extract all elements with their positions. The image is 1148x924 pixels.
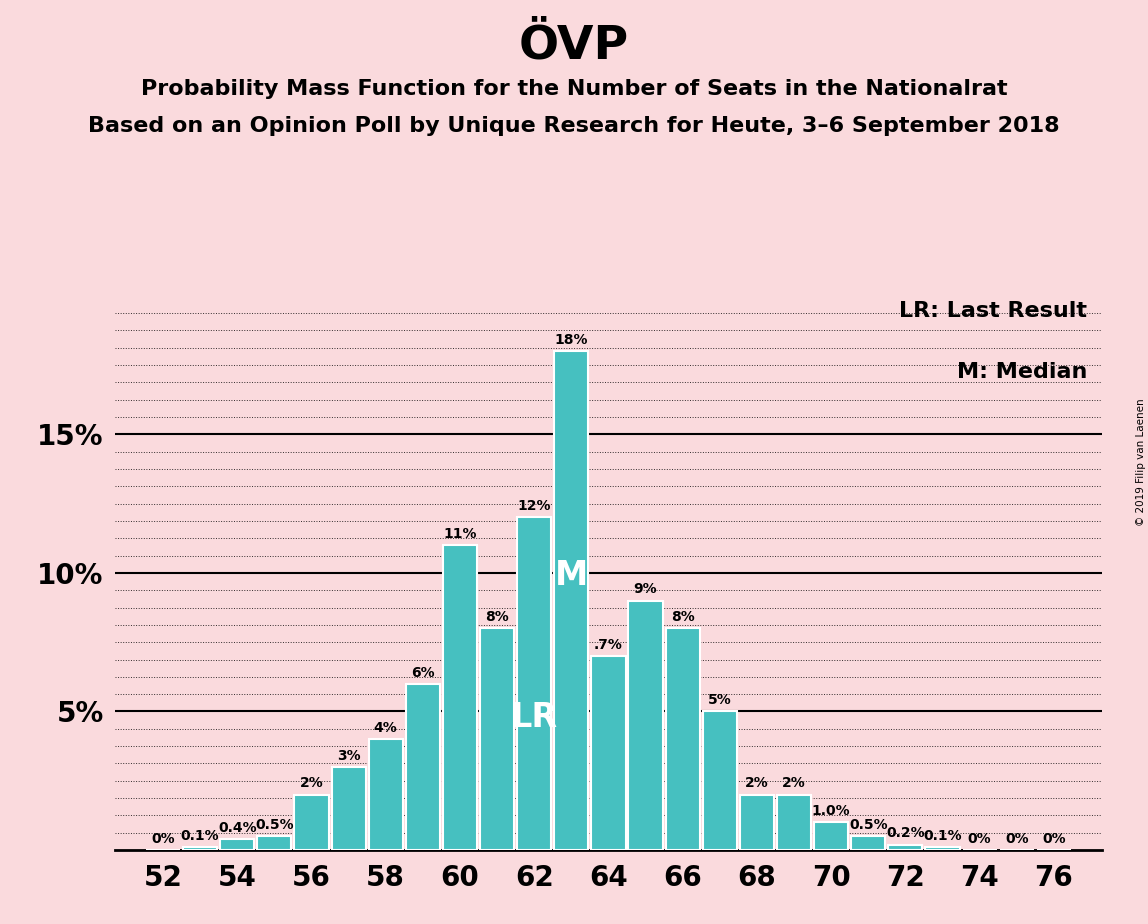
Bar bbox=[554, 351, 589, 850]
Text: 5%: 5% bbox=[708, 693, 731, 708]
Bar bbox=[703, 711, 737, 850]
Bar bbox=[628, 601, 662, 850]
Bar bbox=[480, 628, 514, 850]
Bar bbox=[257, 836, 292, 850]
Text: LR: Last Result: LR: Last Result bbox=[899, 301, 1087, 322]
Bar bbox=[443, 545, 478, 850]
Text: 8%: 8% bbox=[486, 610, 509, 625]
Text: 6%: 6% bbox=[411, 665, 435, 680]
Text: 0%: 0% bbox=[152, 832, 174, 846]
Bar bbox=[220, 839, 255, 850]
Text: 0.1%: 0.1% bbox=[181, 829, 219, 843]
Text: Based on an Opinion Poll by Unique Research for Heute, 3–6 September 2018: Based on an Opinion Poll by Unique Resea… bbox=[88, 116, 1060, 136]
Text: 11%: 11% bbox=[443, 527, 476, 541]
Text: 2%: 2% bbox=[782, 776, 806, 791]
Bar bbox=[183, 847, 217, 850]
Text: © 2019 Filip van Laenen: © 2019 Filip van Laenen bbox=[1135, 398, 1146, 526]
Bar bbox=[851, 836, 885, 850]
Text: 12%: 12% bbox=[518, 499, 551, 514]
Text: 0.2%: 0.2% bbox=[886, 826, 924, 841]
Text: 4%: 4% bbox=[374, 721, 397, 736]
Text: 0.5%: 0.5% bbox=[255, 818, 294, 832]
Text: 18%: 18% bbox=[554, 333, 588, 347]
Bar bbox=[814, 822, 848, 850]
Text: 0%: 0% bbox=[1042, 832, 1065, 846]
Text: 8%: 8% bbox=[670, 610, 695, 625]
Bar bbox=[739, 795, 774, 850]
Bar bbox=[925, 847, 960, 850]
Text: 0%: 0% bbox=[968, 832, 992, 846]
Text: Probability Mass Function for the Number of Seats in the Nationalrat: Probability Mass Function for the Number… bbox=[141, 79, 1007, 99]
Bar bbox=[369, 739, 403, 850]
Text: 0.4%: 0.4% bbox=[218, 821, 257, 835]
Bar bbox=[405, 684, 440, 850]
Text: 9%: 9% bbox=[634, 582, 658, 597]
Text: 0%: 0% bbox=[1004, 832, 1029, 846]
Bar bbox=[889, 845, 923, 850]
Text: 3%: 3% bbox=[336, 748, 360, 763]
Text: M: Median: M: Median bbox=[957, 362, 1087, 383]
Text: M: M bbox=[554, 559, 588, 592]
Bar bbox=[591, 656, 626, 850]
Text: 2%: 2% bbox=[745, 776, 769, 791]
Text: 1.0%: 1.0% bbox=[812, 804, 851, 819]
Text: 2%: 2% bbox=[300, 776, 324, 791]
Text: ÖVP: ÖVP bbox=[519, 23, 629, 68]
Text: LR: LR bbox=[511, 700, 558, 734]
Text: .7%: .7% bbox=[594, 638, 623, 652]
Text: 0.1%: 0.1% bbox=[923, 829, 962, 843]
Bar bbox=[294, 795, 328, 850]
Bar bbox=[517, 517, 551, 850]
Bar bbox=[777, 795, 812, 850]
Bar bbox=[332, 767, 366, 850]
Bar bbox=[666, 628, 700, 850]
Text: 0.5%: 0.5% bbox=[848, 818, 887, 832]
